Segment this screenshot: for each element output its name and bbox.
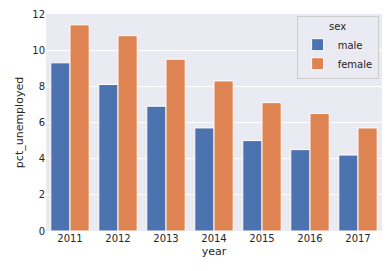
svg-text:0: 0 [39,226,45,237]
svg-text:2017: 2017 [345,233,370,244]
svg-text:2: 2 [39,189,45,200]
svg-text:sex: sex [329,21,346,32]
svg-text:2013: 2013 [153,233,178,244]
svg-text:2011: 2011 [57,233,82,244]
svg-text:10: 10 [32,45,45,56]
svg-text:2014: 2014 [201,233,226,244]
svg-text:6: 6 [39,117,45,128]
svg-text:12: 12 [32,9,45,20]
svg-text:4: 4 [39,153,45,164]
svg-text:year: year [202,245,227,258]
svg-text:2012: 2012 [105,233,130,244]
svg-text:2016: 2016 [297,233,322,244]
svg-text:2015: 2015 [249,233,274,244]
svg-text:8: 8 [39,81,45,92]
svg-text:female: female [338,59,372,70]
svg-text:male: male [338,40,363,51]
svg-text:pct_unemployed: pct_unemployed [13,77,26,168]
